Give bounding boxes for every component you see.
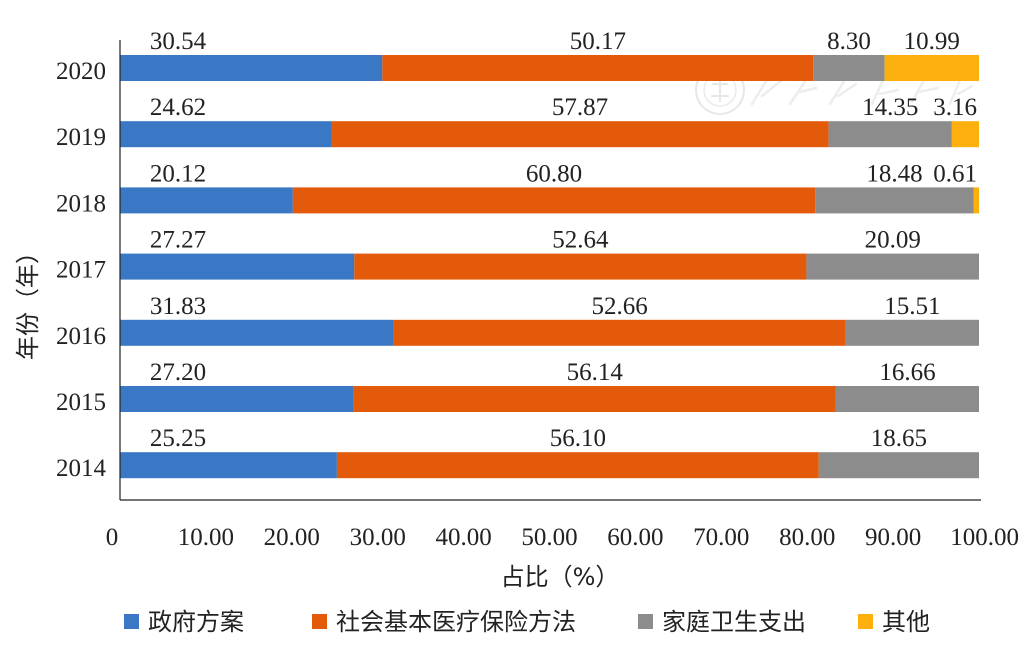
bar-segment: [884, 55, 979, 81]
bar-segment: [806, 253, 979, 280]
bar-segment: [815, 187, 974, 214]
legend: 政府方案 社会基本医疗保险方法 家庭卫生支出 其他: [124, 608, 930, 636]
bar-segment: [382, 55, 814, 81]
value-label: 27.20: [150, 359, 206, 386]
bar-segment: [120, 121, 332, 148]
x-axis-title: 占比（%）: [501, 563, 620, 591]
value-label: 10.99: [904, 28, 960, 55]
value-label: 0.61: [933, 160, 977, 187]
x-tick-label: 90.00: [865, 524, 921, 551]
value-label: 8.30: [827, 28, 871, 55]
y-tick-label: 2014: [56, 455, 107, 482]
bar-segment: [120, 187, 293, 214]
value-label: 56.14: [567, 359, 624, 386]
value-label: 20.12: [150, 160, 206, 187]
value-label: 18.48: [866, 160, 922, 187]
value-label: 56.10: [550, 425, 606, 452]
bar-segment: [353, 386, 836, 412]
y-axis-title: 年份（年）: [14, 240, 42, 360]
legend-label: 其他: [882, 608, 930, 636]
bar-segment: [336, 452, 819, 479]
legend-item: 家庭卫生支出: [638, 608, 806, 636]
bar-segment: [331, 121, 829, 148]
y-tick-label: 2015: [56, 389, 106, 416]
legend-item: 政府方案: [124, 608, 244, 636]
legend-swatch: [638, 614, 653, 629]
axes: 2020 2019 2018 2017 2016 2015 2014 0 10.00 20.00 3…: [14, 40, 1019, 591]
x-tick-label: 30.00: [350, 524, 406, 551]
y-tick-label: 2020: [56, 58, 106, 85]
x-tick-label: 70.00: [693, 524, 749, 551]
bar-row-2015: 27.20 56.14 16.66: [120, 359, 979, 412]
bar-row-2018: 20.12 60.80 18.48 0.61: [120, 160, 980, 214]
value-label: 31.83: [150, 293, 206, 320]
bar-row-2020: 30.54 50.17 8.30 10.99: [120, 28, 979, 81]
value-label: 27.27: [150, 227, 206, 254]
bar-segment: [354, 253, 807, 280]
y-tick-label: 2019: [56, 124, 106, 151]
bar-segment: [292, 187, 816, 214]
legend-label: 政府方案: [148, 608, 244, 636]
legend-swatch: [124, 614, 139, 629]
bar-row-2017: 27.27 52.64 20.09: [120, 227, 979, 280]
legend-label: 社会基本医疗保险方法: [336, 608, 576, 636]
legend-item: 社会基本医疗保险方法: [312, 608, 576, 636]
bar-segment: [393, 319, 846, 346]
value-label: 60.80: [526, 160, 582, 187]
bar-segment: [120, 386, 354, 412]
y-tick-label: 2018: [56, 190, 106, 217]
value-label: 52.64: [552, 227, 609, 254]
bar-row-2016: 31.83 52.66 15.51: [120, 293, 979, 346]
value-label: 50.17: [570, 28, 626, 55]
x-tick-label: 10.00: [178, 524, 234, 551]
value-label: 20.09: [865, 227, 921, 254]
x-tick-label: 100.00: [950, 524, 1019, 551]
value-label: 15.51: [884, 293, 940, 320]
value-label: 14.35: [862, 94, 918, 121]
bar-segment: [835, 386, 979, 412]
bar-segment: [828, 121, 952, 148]
bar-segment: [120, 55, 383, 81]
value-label: 24.62: [150, 94, 206, 121]
value-label: 3.16: [933, 94, 977, 121]
bar-row-2019: 24.62 57.87 14.35 3.16: [120, 94, 979, 148]
x-tick-label: 0: [106, 524, 119, 551]
legend-item: 其他: [858, 608, 930, 636]
legend-swatch: [312, 614, 327, 629]
bar-segment: [845, 319, 979, 346]
y-tick-label: 2017: [56, 257, 106, 284]
bar-segment: [951, 121, 979, 148]
value-label: 52.66: [591, 293, 647, 320]
value-label: 18.65: [871, 425, 927, 452]
legend-label: 家庭卫生支出: [662, 608, 806, 636]
x-tick-label: 80.00: [779, 524, 835, 551]
x-tick-label: 40.00: [435, 524, 491, 551]
bar-row-2014: 25.25 56.10 18.65: [120, 425, 979, 479]
legend-swatch: [858, 614, 873, 629]
value-label: 30.54: [150, 28, 207, 55]
x-tick-label: 60.00: [607, 524, 663, 551]
plot-area: 30.54 50.17 8.30 10.99 24.62 57.87 14.35 3.16 20…: [120, 28, 980, 479]
value-label: 57.87: [552, 94, 608, 121]
bar-segment: [813, 55, 885, 81]
bar-segment: [120, 452, 337, 479]
y-tick-label: 2016: [56, 323, 106, 350]
value-label: 25.25: [150, 425, 206, 452]
bar-segment: [120, 319, 394, 346]
bar-segment: [818, 452, 979, 479]
x-tick-label: 50.00: [521, 524, 577, 551]
value-label: 16.66: [879, 359, 935, 386]
x-tick-label: 20.00: [264, 524, 320, 551]
bar-segment: [120, 253, 355, 280]
bar-segment: [973, 187, 980, 214]
